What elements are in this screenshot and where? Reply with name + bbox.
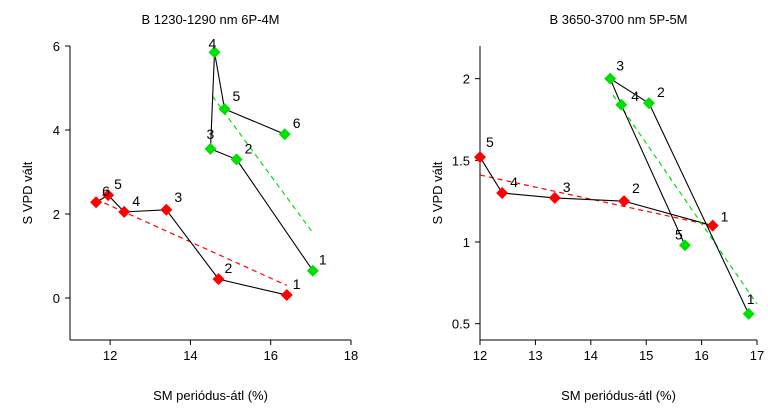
x-tick-label: 13 (528, 348, 542, 363)
x-tick-label: 14 (183, 348, 197, 363)
data-point (212, 273, 225, 286)
x-tick-label: 15 (639, 348, 653, 363)
point-label: 6 (293, 115, 301, 131)
point-label: 2 (657, 84, 665, 100)
series-line (479, 156, 713, 227)
chart-title: B 1230-1290 nm 6P-4M (141, 12, 279, 27)
point-label: 1 (293, 276, 301, 292)
point-label: 3 (616, 58, 624, 74)
series-2: 1 2 3 4 5 6 (204, 35, 327, 277)
y-tick-label: 2 (463, 72, 470, 87)
data-point (230, 153, 243, 166)
y-tick-label: 0 (53, 291, 60, 306)
data-point (160, 203, 173, 216)
data-point (742, 307, 755, 320)
x-axis-label: SM periódus-átl (%) (561, 388, 676, 403)
y-tick-label: 4 (53, 123, 60, 138)
data-point (218, 103, 231, 115)
data-point (678, 239, 691, 252)
y-tick-label: 6 (53, 39, 60, 54)
x-tick-label: 17 (750, 348, 764, 363)
series-2: 1 2 34 5 (604, 58, 758, 320)
point-label: 5 (114, 176, 122, 192)
point-label: 1 (721, 209, 729, 225)
point-label: 5 (675, 226, 683, 242)
data-point (306, 264, 319, 277)
x-axis-label: SM periódus-átl (%) (153, 388, 268, 403)
point-label: 2 (225, 260, 233, 276)
series-line (209, 52, 314, 272)
y-tick-label: 0.5 (452, 317, 470, 332)
series-1: 1 2 3 456 (90, 176, 301, 302)
point-label: 1 (747, 291, 755, 307)
point-label: 4 (132, 193, 140, 209)
x-tick-label: 14 (584, 348, 598, 363)
point-label: 3 (207, 126, 215, 142)
point-label: 2 (245, 140, 253, 156)
data-point (615, 98, 628, 111)
point-label: 5 (233, 88, 241, 104)
data-point (204, 142, 217, 155)
chart-title: B 3650-3700 nm 5P-5M (549, 12, 687, 27)
data-point (548, 191, 561, 204)
trend-line (212, 96, 314, 234)
data-point (618, 195, 631, 208)
point-label: 5 (486, 134, 494, 150)
trend-line (95, 198, 288, 286)
data-point (496, 187, 509, 199)
data-point (278, 128, 291, 141)
series-1: 1 2 3 4 5 (474, 134, 729, 232)
x-tick-label: 16 (694, 348, 708, 363)
y-tick-label: 1 (463, 235, 470, 250)
data-point (208, 46, 221, 59)
data-point (280, 289, 293, 302)
point-label: 1 (319, 252, 327, 268)
data-point (90, 196, 103, 209)
point-label: 2 (632, 180, 640, 196)
x-tick-label: 18 (344, 348, 358, 363)
series-line (608, 77, 750, 315)
data-point (118, 205, 131, 218)
data-point (474, 151, 486, 164)
point-label: 4 (631, 88, 639, 104)
data-point (604, 72, 617, 85)
data-point (642, 97, 655, 110)
y-tick-label: 1.5 (452, 153, 470, 168)
point-label: 6 (102, 183, 110, 199)
trend-line (612, 94, 758, 305)
data-point (102, 189, 115, 202)
data-point (706, 219, 719, 232)
x-tick-label: 12 (473, 348, 487, 363)
x-tick-label: 16 (263, 348, 277, 363)
point-label: 3 (563, 179, 571, 195)
y-axis-label: S VPD vált (430, 161, 445, 224)
y-axis-label: S VPD vált (20, 161, 35, 224)
point-label: 4 (209, 35, 217, 51)
point-label: 4 (510, 174, 518, 190)
point-label: 3 (174, 189, 182, 205)
x-tick-label: 12 (103, 348, 117, 363)
y-tick-label: 2 (53, 207, 60, 222)
